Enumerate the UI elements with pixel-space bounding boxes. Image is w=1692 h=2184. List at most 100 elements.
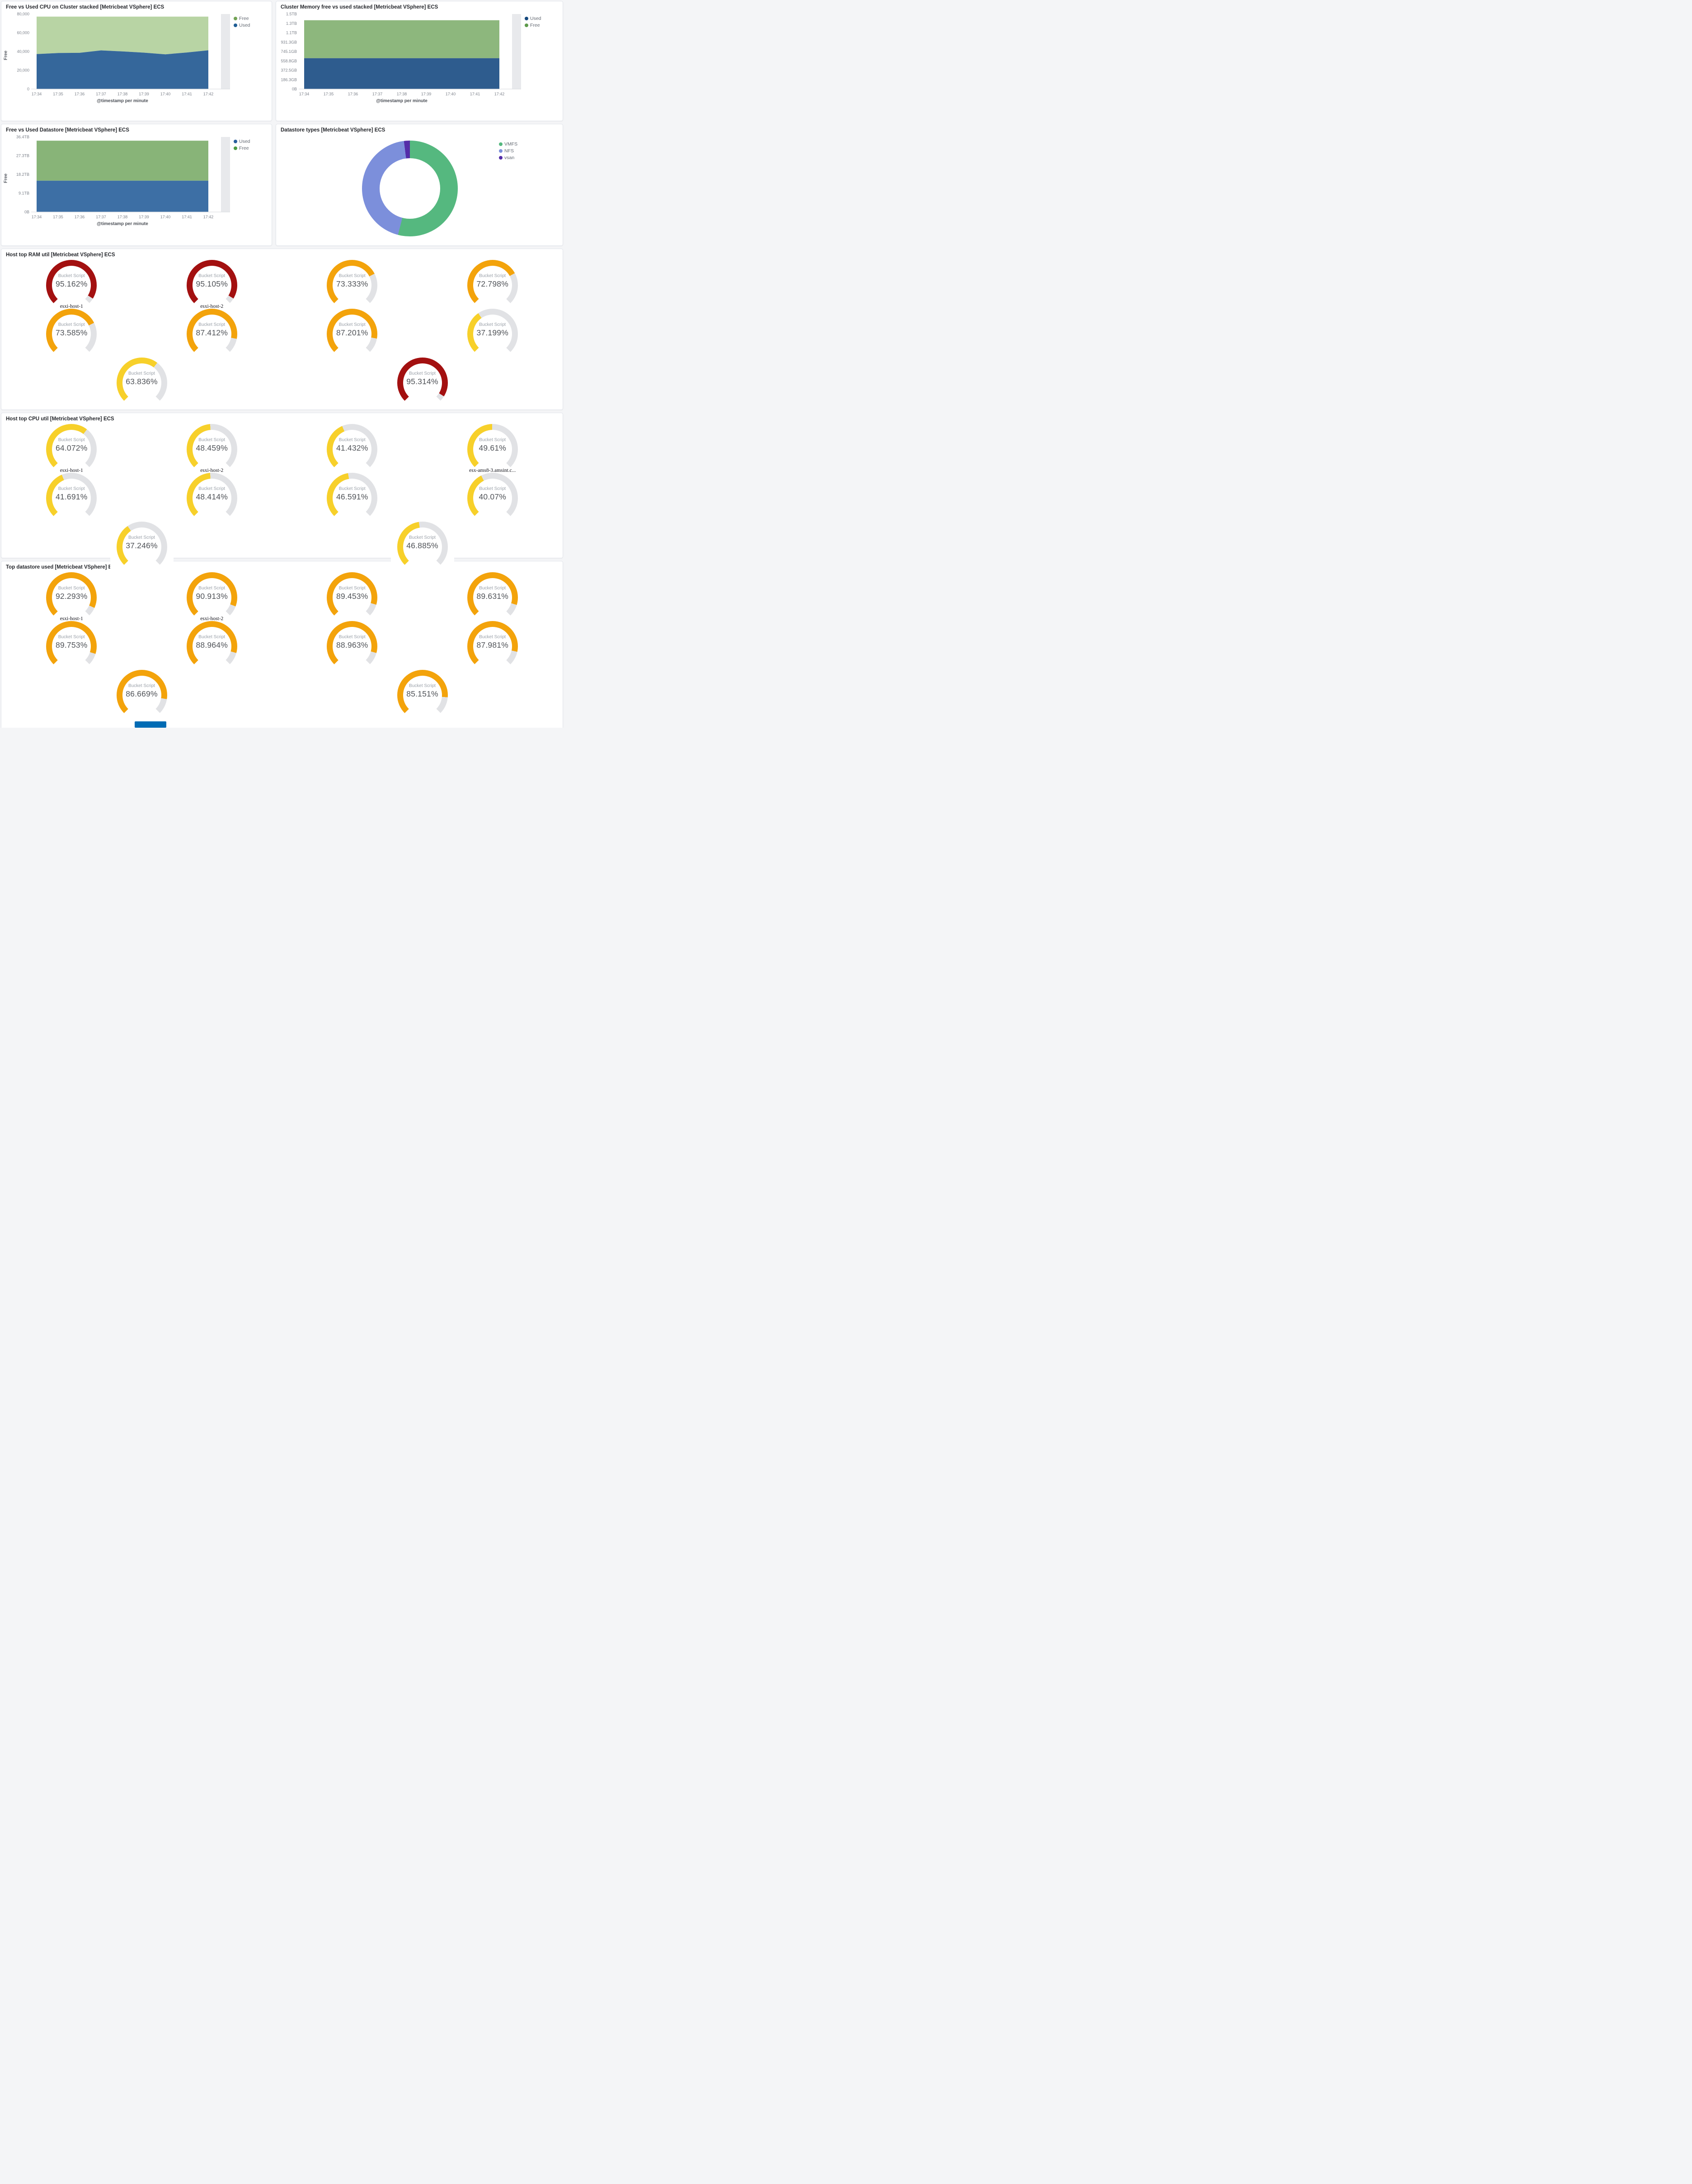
legend-dot (234, 140, 237, 143)
gauge-row: Bucket Script 37.246% Bucket Script 46.885% (1, 522, 563, 572)
gauge-metric-label: Bucket Script (338, 635, 366, 640)
gauge-box: Bucket Script 86.669% (110, 670, 174, 728)
ds-gauge-grid: Bucket Script 92.293% esxi-host-1 Bucket Sc… (1, 571, 563, 728)
area-used (37, 50, 208, 89)
gauge-box: Bucket Script 88.963% (320, 621, 384, 672)
gauge-metric-label: Bucket Script (128, 535, 155, 540)
gauge-row: Bucket Script 64.072% esxi-host-1 Bucket Sc… (1, 424, 563, 475)
partial-bucket-band (221, 14, 230, 89)
gauge-hole (52, 627, 91, 666)
legend-label: Used (530, 16, 541, 21)
x-tick-label: 17:41 (470, 92, 480, 96)
x-tick-label: 17:42 (494, 92, 505, 96)
gauge-row: Bucket Script 95.162% esxi-host-1 Bucket Sc… (1, 260, 563, 311)
gauge-hole (333, 266, 372, 305)
gauge-hole (473, 266, 512, 305)
cpu-chart-area: Free 80,000 60,000 40,000 20,000 0 17:34 17:35… (1, 11, 272, 108)
gauge-metric-label: Bucket Script (198, 438, 226, 442)
gauge-hole (192, 578, 231, 617)
gauge: Bucket Script 72.798% (423, 260, 563, 311)
x-tick-label: 17:35 (324, 92, 334, 96)
gauge-box: Bucket Script 37.199% (461, 309, 524, 359)
y-tick-label: 20,000 (17, 68, 29, 73)
gauge-value: 73.585% (56, 328, 88, 337)
gauge-metric-label: Bucket Script (409, 683, 436, 688)
gauge-hole (52, 430, 91, 469)
datastore-stacked-area-chart: 36.4TB 27.3TB 18.2TB 9.1TB 0B 17:34 17:35 17:36… (9, 134, 234, 231)
gauge-row: Bucket Script 89.753% Bucket Script 88.964%… (1, 621, 563, 672)
gauge-metric-label: Bucket Script (479, 486, 506, 491)
gauge: Bucket Script 37.199% (423, 309, 563, 359)
gauge-value: 48.459% (196, 443, 228, 452)
y-tick-label: 80,000 (17, 12, 29, 16)
x-tick-label: 17:35 (53, 92, 63, 96)
panel-datastore: Free vs Used Datastore [Metricbeat VSphe… (1, 124, 272, 246)
gauge-hole (192, 479, 231, 518)
gauge-metric-label: Bucket Script (58, 273, 85, 278)
gauge-value: 87.201% (336, 328, 368, 337)
gauge-metric-label: Bucket Script (479, 273, 506, 278)
gauge-host-label: esxi-host-1 (60, 304, 83, 309)
area-free (37, 16, 208, 55)
legend-item-used[interactable]: Used (234, 23, 272, 28)
x-tick-label: 17:38 (118, 92, 128, 96)
gauge-box: Bucket Script 41.432% (320, 424, 384, 475)
panel-title-datastore: Free vs Used Datastore [Metricbeat VSphe… (6, 127, 129, 133)
donut-hole (380, 158, 440, 219)
legend-label: Free (530, 23, 540, 28)
y-tick-label: 40,000 (17, 49, 29, 54)
gauge: Bucket Script 89.631% (423, 572, 563, 623)
gauge-box: Bucket Script 37.246% (110, 522, 174, 572)
gauge-hole (52, 578, 91, 617)
y-tick-label: 27.3TB (16, 154, 29, 158)
datastore-types-donut[interactable] (362, 141, 458, 236)
gauge-metric-label: Bucket Script (198, 635, 226, 640)
gauge: Bucket Script 41.432% (282, 424, 423, 475)
x-tick-label: 17:40 (160, 92, 171, 96)
gauge-value: 89.453% (336, 592, 368, 601)
gauge: Bucket Script 48.414% (142, 473, 282, 523)
legend-label: Used (239, 139, 250, 144)
gauge-row: Bucket Script 41.691% Bucket Script 48.414%… (1, 473, 563, 523)
gauge-hole (333, 430, 372, 469)
gauge-value: 95.162% (56, 279, 88, 288)
legend-dot (234, 17, 237, 20)
gauge-host-label: esxi-host-1 (60, 468, 83, 473)
gauge-host-label: esx-ams8-3.amsint.c... (469, 468, 516, 473)
x-axis-title: @timestamp per minute (97, 221, 148, 226)
gauge-metric-label: Bucket Script (58, 635, 85, 640)
legend-item-free[interactable]: Free (234, 146, 272, 151)
legend-item-free[interactable]: Free (234, 16, 272, 21)
gauge-hole (473, 430, 512, 469)
gauge-metric-label: Bucket Script (198, 273, 226, 278)
legend-item-vmfs[interactable]: VMFS (499, 141, 517, 147)
gauge-value: 86.669% (126, 689, 158, 698)
gauge-host-label: esxi-host-2 (200, 304, 224, 309)
gauge-metric-label: Bucket Script (128, 371, 155, 376)
gauge-value: 49.61% (479, 443, 507, 452)
gauge: Bucket Script 46.885% (282, 522, 563, 572)
gauge-box: Bucket Script 89.631% (461, 572, 524, 623)
gauge-hole (403, 363, 442, 402)
gauge-metric-label: Bucket Script (58, 486, 85, 491)
legend-item-free[interactable]: Free (525, 23, 563, 28)
gauge-box: Bucket Script 87.201% (320, 309, 384, 359)
gauge-hole (473, 578, 512, 617)
gauge-value: 46.591% (336, 492, 368, 501)
legend-item-nfs[interactable]: NFS (499, 148, 517, 154)
legend-label: Free (239, 16, 249, 21)
cpu-gauge-grid: Bucket Script 64.072% esxi-host-1 Bucket Sc… (1, 423, 563, 572)
area-used (304, 58, 499, 89)
gauge-value: 63.836% (126, 377, 158, 386)
y-tick-label: 931.3GB (281, 40, 297, 44)
gauge-metric-label: Bucket Script (479, 586, 506, 591)
dashboard-row-1: Free vs Used CPU on Cluster stacked [Met… (1, 1, 563, 121)
gauge: Bucket Script 46.591% (282, 473, 423, 523)
gauge-box: Bucket Script 48.414% (180, 473, 244, 523)
legend-item-used[interactable]: Used (525, 16, 563, 21)
y-tick-label: 558.8GB (281, 59, 297, 63)
legend-item-vsan[interactable]: vsan (499, 155, 517, 160)
gauge-box: Bucket Script 90.913% esxi-host-2 (180, 572, 244, 623)
panel-title-host-cpu-util: Host top CPU util [Metricbeat VSphere] E… (6, 416, 114, 422)
legend-item-used[interactable]: Used (234, 139, 272, 144)
